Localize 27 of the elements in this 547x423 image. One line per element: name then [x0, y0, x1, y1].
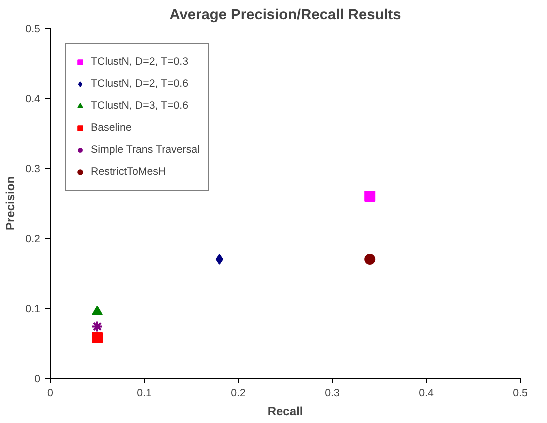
- point: [92, 306, 103, 316]
- point: [364, 254, 376, 265]
- point: [364, 191, 376, 202]
- legend-label: TClustN, D=3, T=0.6: [91, 100, 189, 112]
- y-tick-label: 0.3: [26, 164, 41, 176]
- point: [216, 254, 224, 265]
- x-axis-title: Recall: [268, 404, 304, 418]
- point: [92, 320, 104, 333]
- y-axis-title: Precision: [4, 176, 18, 231]
- y-tick-label: 0: [34, 374, 41, 386]
- x-tick-label: 0.5: [513, 388, 528, 400]
- x-tick-label: 0.4: [419, 388, 434, 400]
- x-tick-label: 0.1: [137, 388, 152, 400]
- legend-label: Baseline: [91, 122, 132, 134]
- legend-label: Simple Trans Traversal: [91, 144, 200, 156]
- chart-title: Average Precision/Recall Results: [170, 8, 402, 24]
- point: [92, 332, 103, 344]
- x-tick-label: 0.3: [325, 388, 340, 400]
- y-tick-label: 0.2: [26, 234, 41, 246]
- x-tick-label: 0.2: [231, 388, 246, 400]
- legend-label: TClustN, D=2, T=0.6: [91, 78, 189, 90]
- legend-label: TClustN, D=2, T=0.3: [91, 56, 189, 68]
- y-tick-label: 0.4: [26, 94, 41, 106]
- x-tick-label: 0: [48, 388, 54, 400]
- legend-label: RestrictToMesH: [91, 166, 166, 178]
- y-tick-label: 0.5: [26, 24, 41, 36]
- y-tick-label: 0.1: [26, 304, 41, 316]
